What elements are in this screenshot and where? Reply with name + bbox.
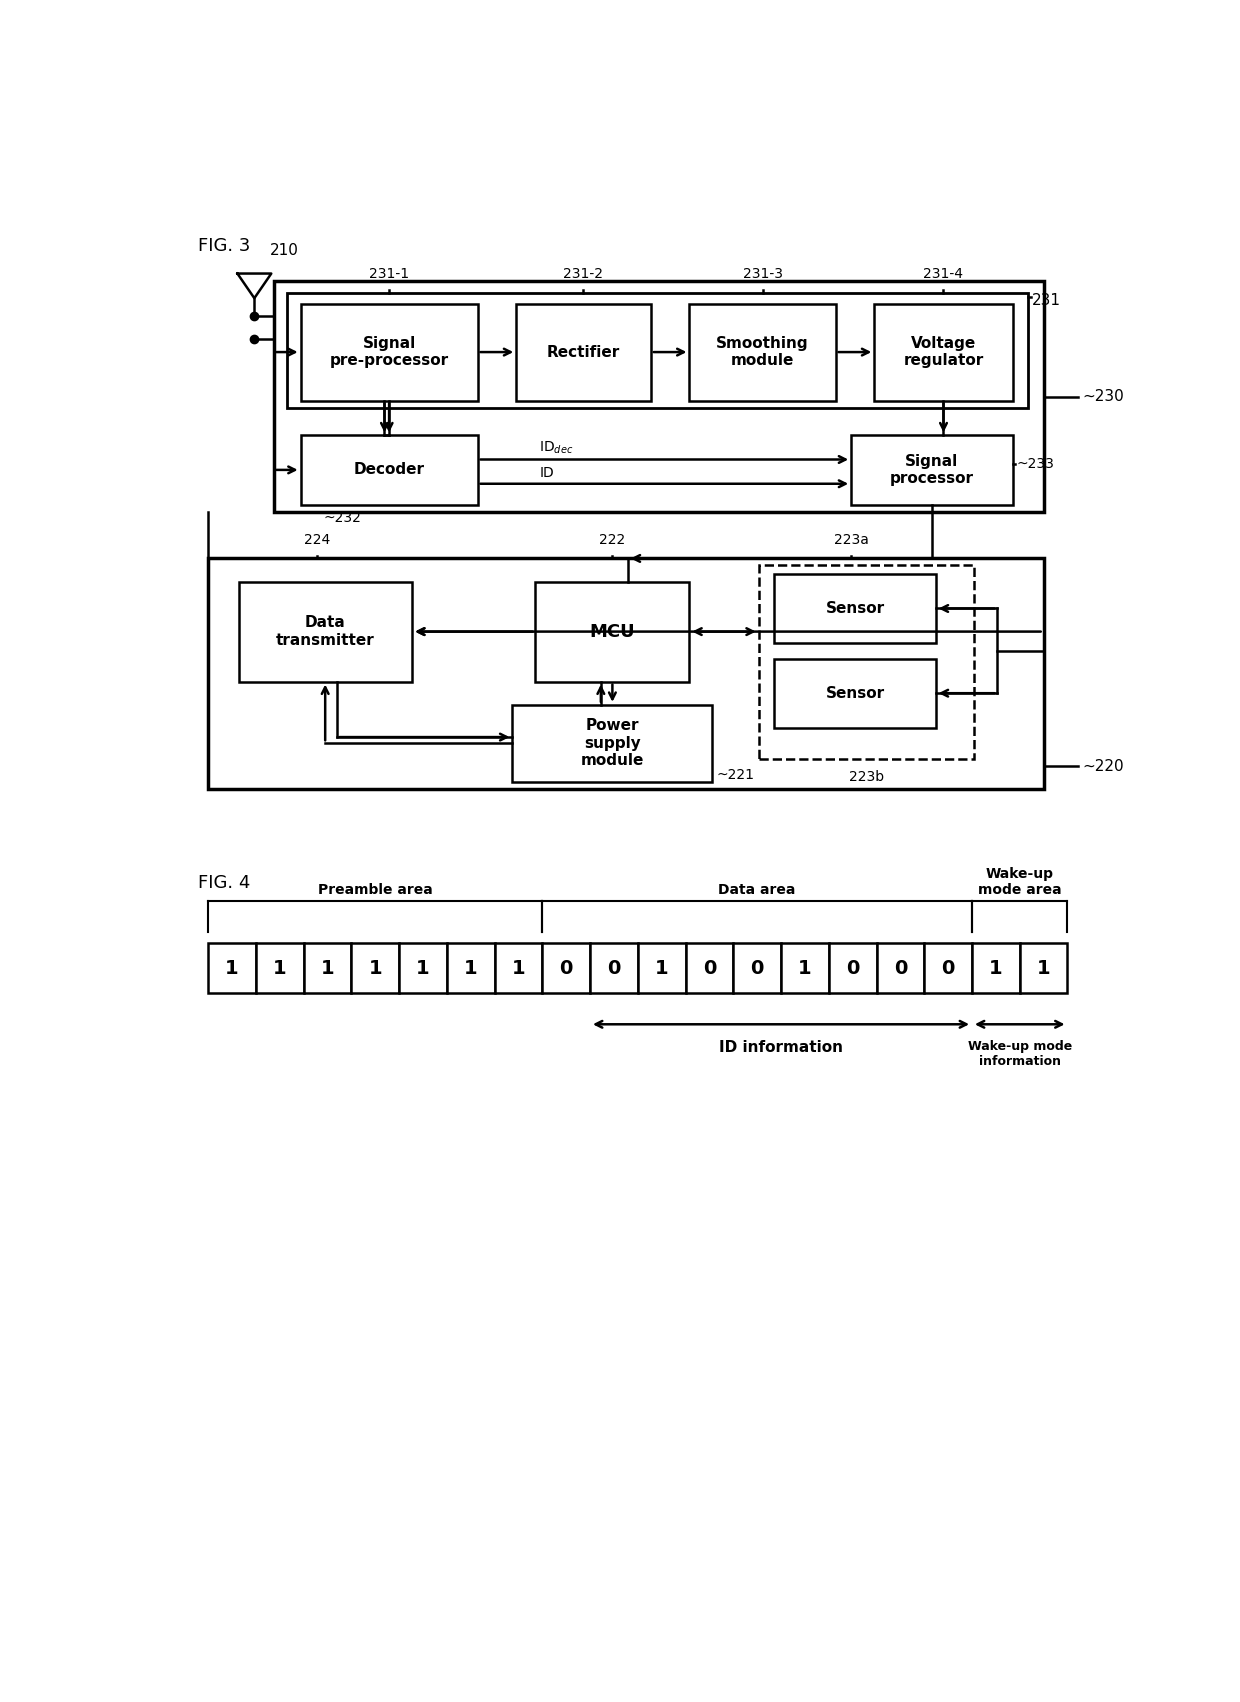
Text: ~221: ~221 [717, 768, 754, 781]
Bar [399, 943, 446, 994]
Bar [924, 943, 972, 994]
Text: ~233: ~233 [1017, 456, 1054, 471]
Text: Sensor: Sensor [826, 601, 884, 616]
Text: 1: 1 [321, 958, 335, 977]
Text: Data area: Data area [718, 883, 796, 897]
Text: Rectifier: Rectifier [547, 344, 620, 359]
Text: Wake-up
mode area: Wake-up mode area [978, 866, 1061, 897]
Text: ~232: ~232 [324, 511, 362, 524]
Text: MCU: MCU [589, 623, 635, 640]
Text: 0: 0 [941, 958, 955, 977]
Text: 0: 0 [750, 958, 764, 977]
Bar [300, 305, 477, 400]
Bar [304, 943, 351, 994]
Text: ~230: ~230 [1083, 390, 1123, 405]
Bar [495, 943, 542, 994]
Bar [874, 305, 1013, 400]
Text: Data
transmitter: Data transmitter [275, 616, 374, 648]
Bar [972, 943, 1019, 994]
Bar [351, 943, 399, 994]
Bar [288, 293, 1028, 408]
Text: FIG. 3: FIG. 3 [198, 237, 250, 255]
Text: 1: 1 [1037, 958, 1050, 977]
Bar [446, 943, 495, 994]
Text: 1: 1 [226, 958, 239, 977]
Text: 231-3: 231-3 [743, 267, 782, 281]
Text: 223b: 223b [849, 771, 884, 785]
Text: 0: 0 [703, 958, 717, 977]
Text: Preamble area: Preamble area [317, 883, 433, 897]
Text: Power
supply
module: Power supply module [580, 718, 644, 768]
Text: 210: 210 [270, 243, 299, 259]
Text: ~220: ~220 [1083, 759, 1123, 774]
Bar [759, 565, 975, 759]
Text: 1: 1 [655, 958, 668, 977]
Text: FIG. 4: FIG. 4 [198, 875, 250, 892]
Bar [239, 582, 412, 681]
Text: 1: 1 [512, 958, 526, 977]
Bar [781, 943, 828, 994]
Bar [851, 436, 1013, 504]
Text: 231-2: 231-2 [563, 267, 603, 281]
Text: 1: 1 [417, 958, 430, 977]
Bar [774, 574, 936, 643]
Text: 0: 0 [559, 958, 573, 977]
Bar [828, 943, 877, 994]
Text: 1: 1 [368, 958, 382, 977]
Text: 223a: 223a [833, 533, 868, 546]
Text: ID$_{dec}$: ID$_{dec}$ [539, 439, 574, 456]
Text: ID: ID [539, 466, 554, 480]
Bar [637, 943, 686, 994]
Text: 0: 0 [608, 958, 621, 977]
Text: 1: 1 [799, 958, 812, 977]
Text: 0: 0 [894, 958, 908, 977]
Bar [590, 943, 637, 994]
Text: 1: 1 [464, 958, 477, 977]
Bar [274, 281, 1044, 512]
Text: 1: 1 [273, 958, 286, 977]
Text: Signal
processor: Signal processor [890, 454, 973, 487]
Bar [542, 943, 590, 994]
Bar [512, 705, 713, 781]
Bar [536, 582, 689, 681]
Bar [686, 943, 733, 994]
Bar [774, 659, 936, 728]
Text: 231-4: 231-4 [924, 267, 963, 281]
Bar [208, 943, 255, 994]
Bar [689, 305, 836, 400]
Bar [255, 943, 304, 994]
Text: ID information: ID information [719, 1040, 843, 1055]
Text: 1: 1 [990, 958, 1003, 977]
Text: 231-1: 231-1 [370, 267, 409, 281]
Bar [300, 436, 477, 504]
Text: 222: 222 [599, 533, 625, 546]
Text: Sensor: Sensor [826, 686, 884, 701]
Text: 0: 0 [846, 958, 859, 977]
Bar [1019, 943, 1068, 994]
Text: Signal
pre-processor: Signal pre-processor [330, 335, 449, 368]
Bar [733, 943, 781, 994]
Text: 224: 224 [304, 533, 331, 546]
Text: Smoothing
module: Smoothing module [717, 335, 808, 368]
Text: Wake-up mode
information: Wake-up mode information [967, 1040, 1071, 1067]
Bar [877, 943, 924, 994]
Text: Voltage
regulator: Voltage regulator [904, 335, 983, 368]
Bar [516, 305, 651, 400]
Text: Decoder: Decoder [353, 463, 424, 477]
Bar [208, 558, 1044, 790]
Text: 231: 231 [1032, 293, 1061, 308]
